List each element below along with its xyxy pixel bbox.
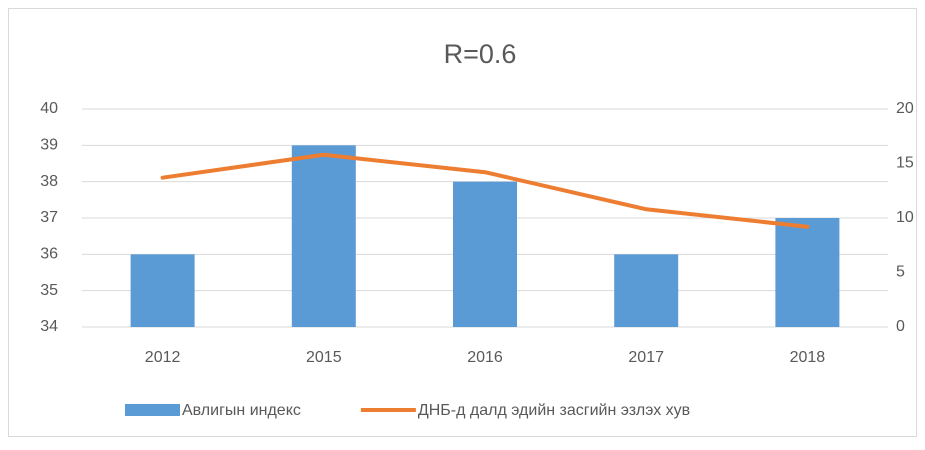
chart-title: R=0.6	[444, 39, 517, 69]
line	[160, 152, 810, 229]
bar	[614, 254, 679, 327]
legend-label: ДНБ-д далд эдийн засгийн эзлэх хув	[418, 402, 690, 419]
x-tick-label: 2016	[467, 349, 503, 366]
y-tick-label: 36	[40, 246, 58, 263]
y-tick-label: 40	[40, 100, 58, 117]
y2-tick-label: 10	[896, 209, 914, 226]
bar	[291, 145, 356, 327]
x-tick-label: 2015	[306, 349, 342, 366]
y2-tick-label: 20	[896, 100, 914, 117]
x-tick-label: 2018	[790, 349, 826, 366]
y-tick-label: 35	[40, 282, 58, 299]
x-tick-label: 2017	[628, 349, 664, 366]
legend-label: Авлигын индекс	[182, 402, 301, 419]
bar	[453, 181, 517, 327]
y-tick-label: 39	[40, 137, 58, 154]
bar	[130, 254, 195, 327]
x-tick-label: 2012	[145, 349, 181, 366]
y2-tick-label: 5	[896, 264, 905, 281]
y2-tick-label: 15	[896, 155, 914, 172]
y2-tick-label: 0	[896, 318, 905, 335]
y-tick-label: 38	[40, 173, 58, 190]
bar	[775, 218, 840, 327]
legend-swatch	[125, 404, 180, 416]
y-tick-label: 34	[40, 318, 58, 335]
y-tick-label: 37	[40, 209, 58, 226]
